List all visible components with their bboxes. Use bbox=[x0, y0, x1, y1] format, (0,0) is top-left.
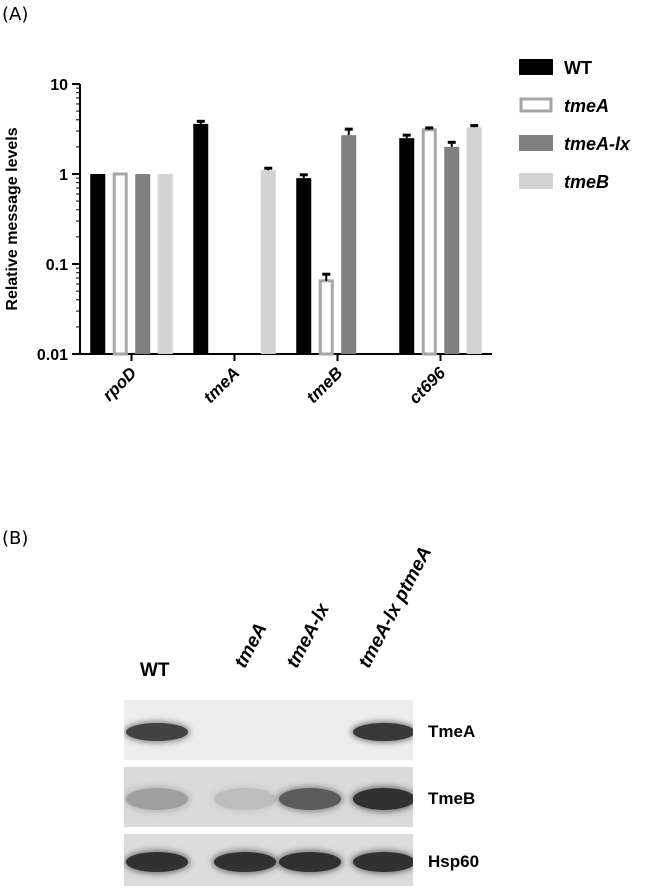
legend-swatch-tmeB bbox=[519, 173, 553, 189]
bar-tmeA-lx bbox=[135, 174, 151, 354]
blot-row-label: TmeA bbox=[428, 722, 476, 741]
lane-label: WT bbox=[140, 660, 170, 681]
y-tick-label: 0.01 bbox=[37, 347, 68, 364]
legend-swatch-tmeA bbox=[519, 97, 553, 113]
panel-a-label: (A) bbox=[2, 4, 29, 25]
blot-row-Hsp60 bbox=[124, 834, 413, 886]
axes: 0.01 0.1 1 10 Relative message levels rpoD tme… bbox=[4, 77, 492, 408]
blot-row-label: Hsp60 bbox=[428, 852, 480, 871]
bar-tmeA bbox=[421, 128, 437, 356]
legend-swatch-WT bbox=[519, 59, 553, 75]
x-tick-label: tmeB bbox=[303, 363, 346, 406]
blot-row-label: TmeB bbox=[428, 789, 476, 808]
legend-swatch-tmeA-lx bbox=[519, 135, 553, 151]
bar-tmeA-lx bbox=[444, 146, 460, 354]
bar-tmeA-lx bbox=[341, 135, 357, 354]
bar-tmeA bbox=[112, 172, 128, 356]
legend-label-tmeB: tmeB bbox=[564, 172, 609, 192]
bar-WT bbox=[399, 138, 415, 354]
legend: WT tmeA tmeA-lx tmeB bbox=[519, 58, 631, 192]
bar-chart: 0.01 0.1 1 10 Relative message levels rpoD tme… bbox=[4, 58, 631, 408]
legend-label-WT: WT bbox=[564, 58, 592, 78]
bar-tmeB bbox=[466, 127, 482, 355]
x-tick-label: ct696 bbox=[405, 363, 450, 408]
bars bbox=[90, 119, 482, 356]
bar-WT bbox=[193, 123, 209, 355]
blot-band bbox=[353, 788, 413, 810]
panel-b-label: (B) bbox=[2, 528, 29, 549]
blot-row-TmeA bbox=[124, 700, 413, 760]
blot-band bbox=[126, 788, 188, 810]
y-axis-title: Relative message levels bbox=[4, 127, 21, 310]
bar-tmeA bbox=[318, 279, 334, 356]
bar-WT bbox=[296, 178, 312, 354]
lane-label: tmeA-lx ptmeA bbox=[354, 543, 437, 672]
x-tick-label: rpoD bbox=[99, 363, 140, 404]
blot-band bbox=[126, 723, 188, 741]
y-tick-label: 0.1 bbox=[46, 257, 68, 274]
blot-row-TmeB bbox=[124, 767, 413, 827]
blot-band bbox=[279, 788, 341, 810]
lane-label: tmeA-lx bbox=[282, 600, 334, 672]
blot-band bbox=[353, 852, 413, 872]
blot-band bbox=[214, 788, 276, 810]
legend-label-tmeA-lx: tmeA-lx bbox=[564, 134, 631, 154]
legend-label-tmeA: tmeA bbox=[564, 96, 609, 116]
bar-tmeB bbox=[157, 174, 173, 354]
blot-band bbox=[214, 852, 276, 872]
x-tick-label: tmeA bbox=[200, 363, 243, 406]
bar-WT bbox=[90, 174, 106, 354]
y-tick-label: 10 bbox=[50, 77, 68, 94]
lane-label: tmeA bbox=[230, 619, 272, 672]
blot-band bbox=[126, 852, 188, 872]
blot-band bbox=[353, 723, 413, 741]
blot-band bbox=[279, 852, 341, 872]
bar-tmeB bbox=[260, 170, 276, 354]
y-tick-label: 1 bbox=[59, 167, 68, 184]
